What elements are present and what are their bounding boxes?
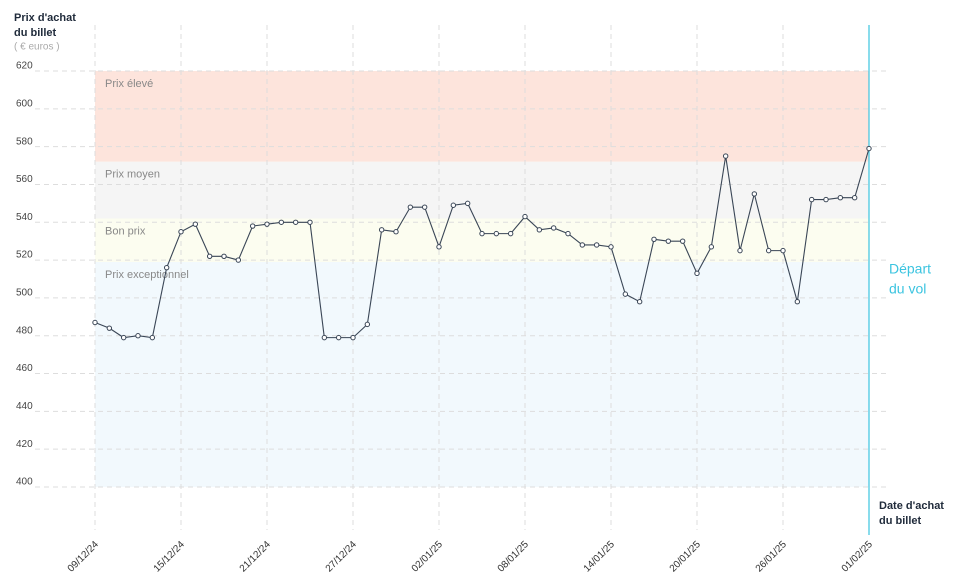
price-point bbox=[651, 236, 657, 242]
price-point bbox=[694, 270, 700, 277]
price-point bbox=[206, 253, 213, 260]
price-point bbox=[178, 229, 184, 235]
price-point bbox=[823, 196, 829, 203]
price-point bbox=[163, 264, 170, 271]
price-point bbox=[335, 334, 342, 341]
price-point bbox=[149, 334, 156, 341]
price-point bbox=[450, 202, 457, 208]
y-tick-label: 500 bbox=[16, 288, 33, 299]
x-tick-label: 14/01/25 bbox=[582, 539, 618, 575]
price-point bbox=[393, 229, 399, 235]
y-axis-unit: ( € euros ) bbox=[14, 42, 60, 53]
x-tick-label: 20/01/25 bbox=[668, 539, 704, 575]
price-point bbox=[665, 238, 672, 244]
price-point bbox=[794, 298, 801, 305]
y-axis-label: du billet bbox=[14, 27, 57, 39]
price-point bbox=[866, 145, 872, 152]
price-point bbox=[507, 230, 514, 237]
price-band bbox=[95, 71, 869, 162]
price-point bbox=[421, 204, 428, 210]
price-point bbox=[235, 257, 242, 263]
x-tick-label: 15/12/24 bbox=[152, 539, 188, 575]
price-point bbox=[737, 247, 743, 254]
y-tick-label: 480 bbox=[16, 325, 33, 336]
price-point bbox=[679, 238, 686, 244]
price-point bbox=[522, 213, 528, 220]
y-tick-label: 560 bbox=[16, 174, 33, 185]
x-axis-label: du billet bbox=[879, 515, 922, 527]
band-label: Prix exceptionnel bbox=[105, 269, 189, 281]
y-tick-label: 540 bbox=[16, 212, 33, 223]
price-point bbox=[321, 334, 328, 341]
price-point bbox=[751, 191, 758, 197]
band-label: Prix moyen bbox=[105, 169, 160, 181]
x-tick-label: 21/12/24 bbox=[238, 539, 274, 575]
price-point bbox=[622, 291, 629, 297]
y-tick-label: 400 bbox=[16, 477, 33, 488]
price-point bbox=[221, 253, 227, 260]
y-tick-label: 600 bbox=[16, 98, 33, 109]
departure-label: du vol bbox=[889, 281, 926, 297]
price-band bbox=[95, 261, 869, 487]
y-axis-label: Prix d'achat bbox=[14, 12, 76, 24]
price-band bbox=[95, 161, 869, 219]
price-point bbox=[350, 334, 356, 341]
y-tick-label: 440 bbox=[16, 401, 33, 412]
price-point bbox=[808, 196, 815, 203]
x-tick-label: 01/02/25 bbox=[840, 539, 876, 575]
price-point bbox=[106, 325, 113, 331]
price-point bbox=[479, 230, 485, 237]
departure-label: Départ bbox=[889, 261, 931, 277]
price-point bbox=[307, 219, 313, 225]
price-point bbox=[493, 230, 500, 237]
price-point bbox=[464, 200, 471, 207]
y-tick-label: 620 bbox=[16, 61, 33, 72]
price-point bbox=[636, 298, 643, 305]
price-point bbox=[708, 244, 715, 250]
price-point bbox=[436, 244, 442, 250]
band-label: Prix élevé bbox=[105, 78, 153, 90]
x-tick-label: 27/12/24 bbox=[324, 539, 360, 575]
price-point bbox=[92, 319, 98, 326]
price-point bbox=[407, 204, 414, 210]
band-label: Bon prix bbox=[105, 225, 146, 237]
x-tick-label: 09/12/24 bbox=[66, 539, 102, 575]
price-point bbox=[593, 242, 600, 248]
price-point bbox=[851, 194, 858, 201]
price-point bbox=[550, 225, 557, 231]
price-point bbox=[120, 334, 127, 341]
price-point bbox=[378, 227, 385, 233]
x-tick-label: 26/01/25 bbox=[754, 539, 790, 575]
y-tick-label: 460 bbox=[16, 363, 33, 374]
x-tick-label: 02/01/25 bbox=[410, 539, 446, 575]
x-axis-label: Date d'achat bbox=[879, 500, 944, 512]
price-point bbox=[135, 333, 141, 339]
price-point bbox=[780, 247, 786, 254]
y-tick-label: 520 bbox=[16, 250, 33, 261]
price-point bbox=[364, 321, 371, 328]
price-point bbox=[278, 219, 285, 225]
price-point bbox=[192, 221, 199, 227]
price-point bbox=[536, 227, 543, 233]
price-point bbox=[579, 242, 586, 248]
price-point bbox=[837, 194, 844, 201]
y-tick-label: 580 bbox=[16, 136, 33, 147]
x-tick-label: 08/01/25 bbox=[496, 539, 532, 575]
price-point bbox=[765, 247, 772, 254]
price-point bbox=[249, 223, 256, 229]
price-point bbox=[292, 219, 299, 225]
y-tick-label: 420 bbox=[16, 439, 33, 450]
price-point bbox=[264, 221, 270, 227]
price-point bbox=[608, 244, 614, 250]
price-point bbox=[722, 153, 729, 159]
price-point bbox=[565, 230, 571, 237]
